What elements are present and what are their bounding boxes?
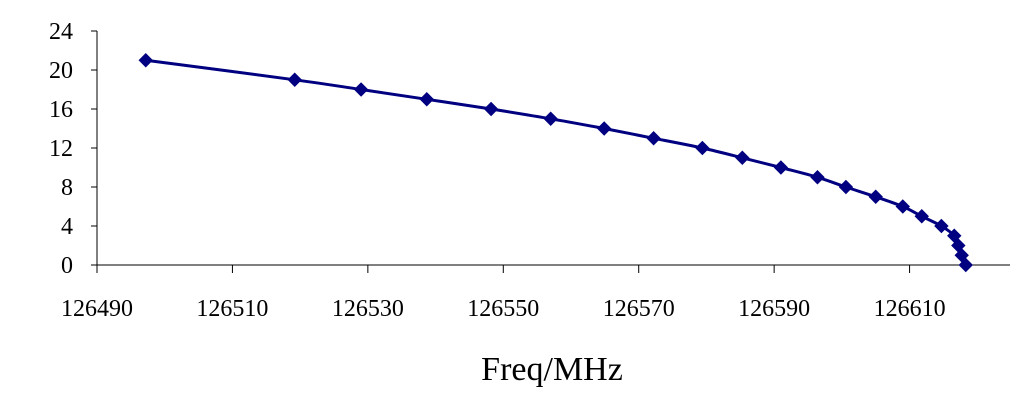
y-tick-label: 20 xyxy=(49,58,73,84)
x-tick-label: 126570 xyxy=(603,296,675,322)
series-layer xyxy=(138,53,973,273)
x-tick-label: 126490 xyxy=(61,296,133,322)
data-point-marker xyxy=(934,218,949,234)
data-point-marker xyxy=(353,82,369,97)
y-tick-label: 24 xyxy=(49,19,73,45)
data-point-marker xyxy=(954,248,969,263)
axes xyxy=(96,31,1010,266)
data-point-marker xyxy=(735,150,750,165)
y-tick-label: 0 xyxy=(61,253,73,279)
data-point-marker xyxy=(138,53,153,68)
data-point-marker xyxy=(695,140,710,156)
x-tick-label: 126530 xyxy=(332,296,404,322)
y-tick-label: 12 xyxy=(49,136,73,162)
x-tick-label: 126550 xyxy=(467,296,539,322)
data-point-marker xyxy=(646,131,661,146)
data-point-marker xyxy=(287,72,302,87)
data-point-marker xyxy=(947,228,962,243)
data-point-marker xyxy=(773,160,789,175)
x-tick-label: 126610 xyxy=(874,296,946,322)
data-point-marker xyxy=(543,111,558,126)
y-tick-label: 4 xyxy=(61,214,73,240)
data-point-marker xyxy=(419,92,434,107)
x-tick-label: 126590 xyxy=(738,296,810,322)
data-point-marker xyxy=(483,101,499,117)
y-tick-label: 8 xyxy=(61,175,73,201)
data-point-marker xyxy=(914,209,929,224)
x-axis-ticks: 126490 126510 126530 126550 126570 126590 1266… xyxy=(61,265,946,322)
data-point-marker xyxy=(810,170,825,185)
data-point-marker xyxy=(958,257,973,273)
data-point-marker xyxy=(868,189,883,204)
data-point-marker xyxy=(838,179,854,195)
y-axis-ticks: 0 4 8 12 16 20 24 xyxy=(49,19,97,279)
data-point-marker xyxy=(895,199,911,214)
series-line xyxy=(145,58,968,266)
y-tick-label: 16 xyxy=(49,97,73,123)
x-axis-title: Freq/MHz xyxy=(481,351,623,388)
data-point-marker xyxy=(596,121,612,136)
x-tick-label: 126510 xyxy=(196,296,268,322)
